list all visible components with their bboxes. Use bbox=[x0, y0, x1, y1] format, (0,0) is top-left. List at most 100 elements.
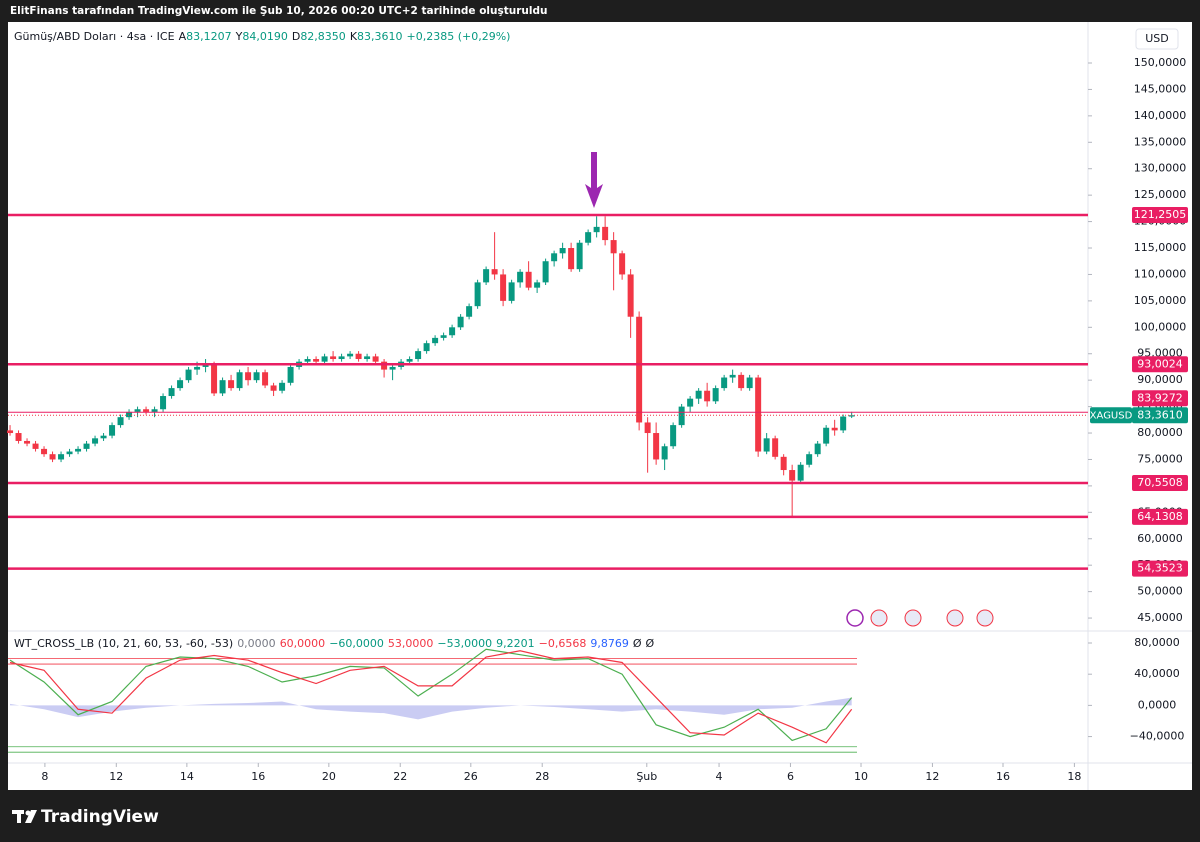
legend-text: Y bbox=[235, 30, 243, 43]
y-tick-label: 125,0000 bbox=[1134, 188, 1187, 201]
candle-body bbox=[712, 388, 719, 402]
candle-body bbox=[432, 337, 439, 344]
logo-part bbox=[25, 810, 37, 823]
x-tick-label: 16 bbox=[251, 770, 265, 783]
candle-body bbox=[823, 427, 830, 444]
legend-text: Ø bbox=[646, 637, 655, 650]
candle-body bbox=[194, 366, 201, 370]
candle-body bbox=[143, 409, 150, 412]
legend-text: +0,2385 (+0,29%) bbox=[407, 30, 511, 43]
x-tick-label: 8 bbox=[41, 770, 48, 783]
candle-body bbox=[270, 385, 277, 391]
indicator-line bbox=[9, 648, 853, 742]
candle-body bbox=[704, 390, 711, 402]
candle-body bbox=[593, 226, 600, 233]
x-tick-label: 12 bbox=[925, 770, 939, 783]
candle-body bbox=[83, 443, 90, 449]
header-title: ElitFinans tarafından TradingView.com il… bbox=[10, 5, 548, 17]
candle-body bbox=[789, 470, 796, 481]
logo-part bbox=[17, 810, 21, 823]
level-label: 64,1308 bbox=[1137, 510, 1183, 523]
candle-body bbox=[653, 433, 660, 460]
legend-text: A bbox=[179, 30, 187, 43]
candle-body bbox=[415, 351, 422, 360]
candle-body bbox=[721, 377, 728, 389]
candle-body bbox=[7, 430, 14, 434]
candle-body bbox=[372, 356, 379, 362]
event-icon[interactable] bbox=[846, 609, 864, 627]
candle-body bbox=[228, 380, 235, 389]
legend-text: 83,3610 bbox=[357, 30, 403, 43]
y-tick-label: 80,0000 bbox=[1134, 636, 1180, 649]
candle-body bbox=[440, 335, 447, 338]
y-tick-label: 100,0000 bbox=[1134, 320, 1187, 333]
event-icons bbox=[846, 609, 994, 627]
legend-text: 83,1207 bbox=[186, 30, 232, 43]
x-tick-label: 6 bbox=[787, 770, 794, 783]
candle-body bbox=[41, 448, 48, 455]
y-tick-label: 150,0000 bbox=[1134, 56, 1187, 69]
candle-body bbox=[636, 316, 643, 423]
candle-body bbox=[313, 359, 320, 362]
level-label-box bbox=[1132, 356, 1188, 373]
x-tick-label: 26 bbox=[464, 770, 478, 783]
candle-body bbox=[542, 261, 549, 283]
candle-body bbox=[66, 451, 73, 455]
legend-text: −53,0000 bbox=[437, 637, 492, 650]
y-tick-label: 45,0000 bbox=[1137, 611, 1183, 624]
candle-body bbox=[236, 372, 243, 389]
currency-box[interactable] bbox=[1135, 28, 1179, 50]
level-label: 121,2505 bbox=[1134, 208, 1187, 221]
candle-body bbox=[780, 456, 787, 471]
y-tick-label: −40,0000 bbox=[1130, 730, 1185, 743]
level-label-box bbox=[1132, 474, 1188, 491]
candle-body bbox=[109, 425, 116, 436]
candle-body bbox=[381, 361, 388, 370]
candle-body bbox=[729, 374, 736, 378]
candle-body bbox=[755, 377, 762, 452]
legend-text: −60,0000 bbox=[329, 637, 384, 650]
candle-body bbox=[245, 372, 252, 381]
event-icon[interactable] bbox=[946, 609, 964, 627]
y-tick-label: 105,0000 bbox=[1134, 294, 1187, 307]
candle-body bbox=[185, 369, 192, 381]
event-icon[interactable] bbox=[870, 609, 888, 627]
candle-body bbox=[551, 253, 558, 262]
legend-text: 84,0190 bbox=[242, 30, 288, 43]
candle-body bbox=[75, 448, 82, 452]
level-label: 83,9272 bbox=[1137, 391, 1183, 404]
candle-body bbox=[814, 443, 821, 455]
candle-body bbox=[831, 427, 838, 431]
level-label-box bbox=[1132, 206, 1188, 223]
candle-body bbox=[134, 409, 141, 412]
candle-body bbox=[58, 454, 65, 460]
event-icon[interactable] bbox=[976, 609, 994, 627]
candle-body bbox=[670, 425, 677, 447]
candle-body bbox=[602, 226, 609, 241]
candle-body bbox=[610, 240, 617, 254]
brand: TradingView bbox=[41, 807, 159, 827]
candle-body bbox=[151, 409, 158, 412]
candle-body bbox=[644, 422, 651, 434]
legend-text: 60,0000 bbox=[280, 637, 326, 650]
x-tick-label: 28 bbox=[535, 770, 549, 783]
candle-body bbox=[627, 274, 634, 317]
candle-body bbox=[279, 382, 286, 391]
candle-body bbox=[202, 364, 209, 367]
candle-body bbox=[389, 366, 396, 370]
y-tick-label: 80,0000 bbox=[1137, 426, 1183, 439]
x-tick-label: 4 bbox=[716, 770, 723, 783]
level-label: 93,0024 bbox=[1137, 357, 1183, 370]
y-tick-label: 140,0000 bbox=[1134, 109, 1187, 122]
candle-body bbox=[304, 359, 311, 362]
y-tick-label: 90,0000 bbox=[1137, 373, 1183, 386]
event-icon[interactable] bbox=[904, 609, 922, 627]
annotation-arrow bbox=[585, 152, 603, 208]
candle-body bbox=[466, 306, 473, 317]
candle-body bbox=[211, 364, 218, 394]
x-tick-label: 20 bbox=[322, 770, 336, 783]
candle-body bbox=[559, 248, 566, 254]
candle-body bbox=[483, 269, 490, 283]
